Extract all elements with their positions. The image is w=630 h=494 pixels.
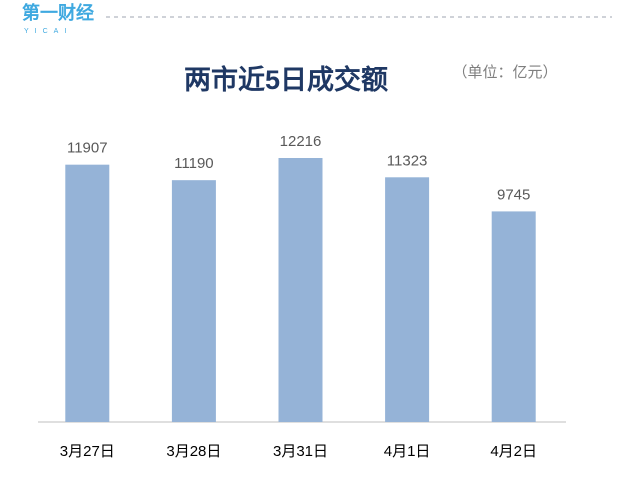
- data-label: 11323: [387, 152, 428, 169]
- bar: [65, 164, 110, 422]
- data-label: 11190: [174, 155, 214, 172]
- bar: [171, 180, 216, 422]
- data-label: 9745: [497, 186, 530, 203]
- data-label: 11907: [67, 140, 108, 157]
- data-label: 12216: [280, 133, 322, 150]
- x-tick-label: 3月27日: [60, 443, 115, 460]
- x-tick-label: 3月28日: [166, 443, 221, 460]
- logo: 第一财经: [22, 2, 94, 23]
- chart-title: 两市近5日成交额: [184, 64, 388, 95]
- subtitle: （单位：亿元）: [452, 64, 557, 81]
- x-tick-label: 3月31日: [273, 443, 328, 460]
- bar: [491, 211, 536, 422]
- x-tick-label: 4月2日: [490, 443, 537, 460]
- bar: [385, 177, 430, 422]
- bar: [278, 158, 323, 422]
- logo-sub: YICAI: [24, 28, 72, 35]
- x-tick-label: 4月1日: [384, 443, 431, 460]
